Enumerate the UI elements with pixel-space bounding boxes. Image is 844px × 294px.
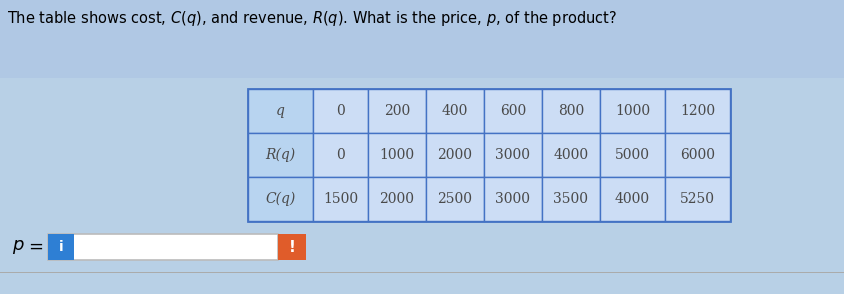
FancyBboxPatch shape	[278, 234, 306, 260]
Text: 1000: 1000	[615, 104, 650, 118]
Text: 5250: 5250	[680, 192, 715, 206]
Text: 1500: 1500	[323, 192, 358, 206]
FancyBboxPatch shape	[368, 177, 426, 221]
FancyBboxPatch shape	[542, 177, 600, 221]
Text: 2000: 2000	[380, 192, 414, 206]
FancyBboxPatch shape	[248, 89, 730, 221]
Text: R(q): R(q)	[265, 148, 295, 162]
Text: 5000: 5000	[615, 148, 650, 162]
Text: The table shows cost, $C(q)$, and revenue, $R(q)$. What is the price, $p$, of th: The table shows cost, $C(q)$, and revenu…	[7, 9, 617, 29]
Text: 6000: 6000	[680, 148, 715, 162]
FancyBboxPatch shape	[313, 177, 368, 221]
FancyBboxPatch shape	[665, 177, 730, 221]
FancyBboxPatch shape	[426, 177, 484, 221]
FancyBboxPatch shape	[48, 234, 74, 260]
Text: !: !	[289, 240, 295, 255]
Text: =: =	[28, 238, 43, 256]
Text: 4000: 4000	[554, 148, 588, 162]
Text: 2000: 2000	[437, 148, 473, 162]
Text: 400: 400	[441, 104, 468, 118]
Text: 3000: 3000	[495, 148, 531, 162]
FancyBboxPatch shape	[368, 133, 426, 177]
FancyBboxPatch shape	[665, 133, 730, 177]
Text: C(q): C(q)	[265, 192, 295, 206]
Text: 1000: 1000	[380, 148, 414, 162]
FancyBboxPatch shape	[665, 89, 730, 133]
Text: 0: 0	[336, 148, 345, 162]
FancyBboxPatch shape	[542, 133, 600, 177]
Text: 800: 800	[558, 104, 584, 118]
Text: 4000: 4000	[615, 192, 650, 206]
FancyBboxPatch shape	[48, 234, 278, 260]
FancyBboxPatch shape	[600, 133, 665, 177]
Text: 3000: 3000	[495, 192, 531, 206]
FancyBboxPatch shape	[368, 89, 426, 133]
Text: 3500: 3500	[554, 192, 588, 206]
FancyBboxPatch shape	[542, 89, 600, 133]
FancyBboxPatch shape	[248, 133, 313, 177]
Text: 600: 600	[500, 104, 526, 118]
FancyBboxPatch shape	[313, 89, 368, 133]
FancyBboxPatch shape	[426, 89, 484, 133]
FancyBboxPatch shape	[248, 177, 313, 221]
FancyBboxPatch shape	[600, 89, 665, 133]
Text: i: i	[59, 240, 63, 254]
FancyBboxPatch shape	[248, 89, 313, 133]
Text: $p$: $p$	[12, 238, 24, 256]
Text: q: q	[276, 104, 285, 118]
FancyBboxPatch shape	[484, 133, 542, 177]
FancyBboxPatch shape	[0, 0, 844, 78]
FancyBboxPatch shape	[600, 177, 665, 221]
FancyBboxPatch shape	[484, 89, 542, 133]
Text: 0: 0	[336, 104, 345, 118]
FancyBboxPatch shape	[0, 214, 844, 294]
FancyBboxPatch shape	[426, 133, 484, 177]
Text: 1200: 1200	[680, 104, 715, 118]
FancyBboxPatch shape	[484, 177, 542, 221]
Text: 200: 200	[384, 104, 410, 118]
Text: 2500: 2500	[437, 192, 473, 206]
FancyBboxPatch shape	[313, 133, 368, 177]
